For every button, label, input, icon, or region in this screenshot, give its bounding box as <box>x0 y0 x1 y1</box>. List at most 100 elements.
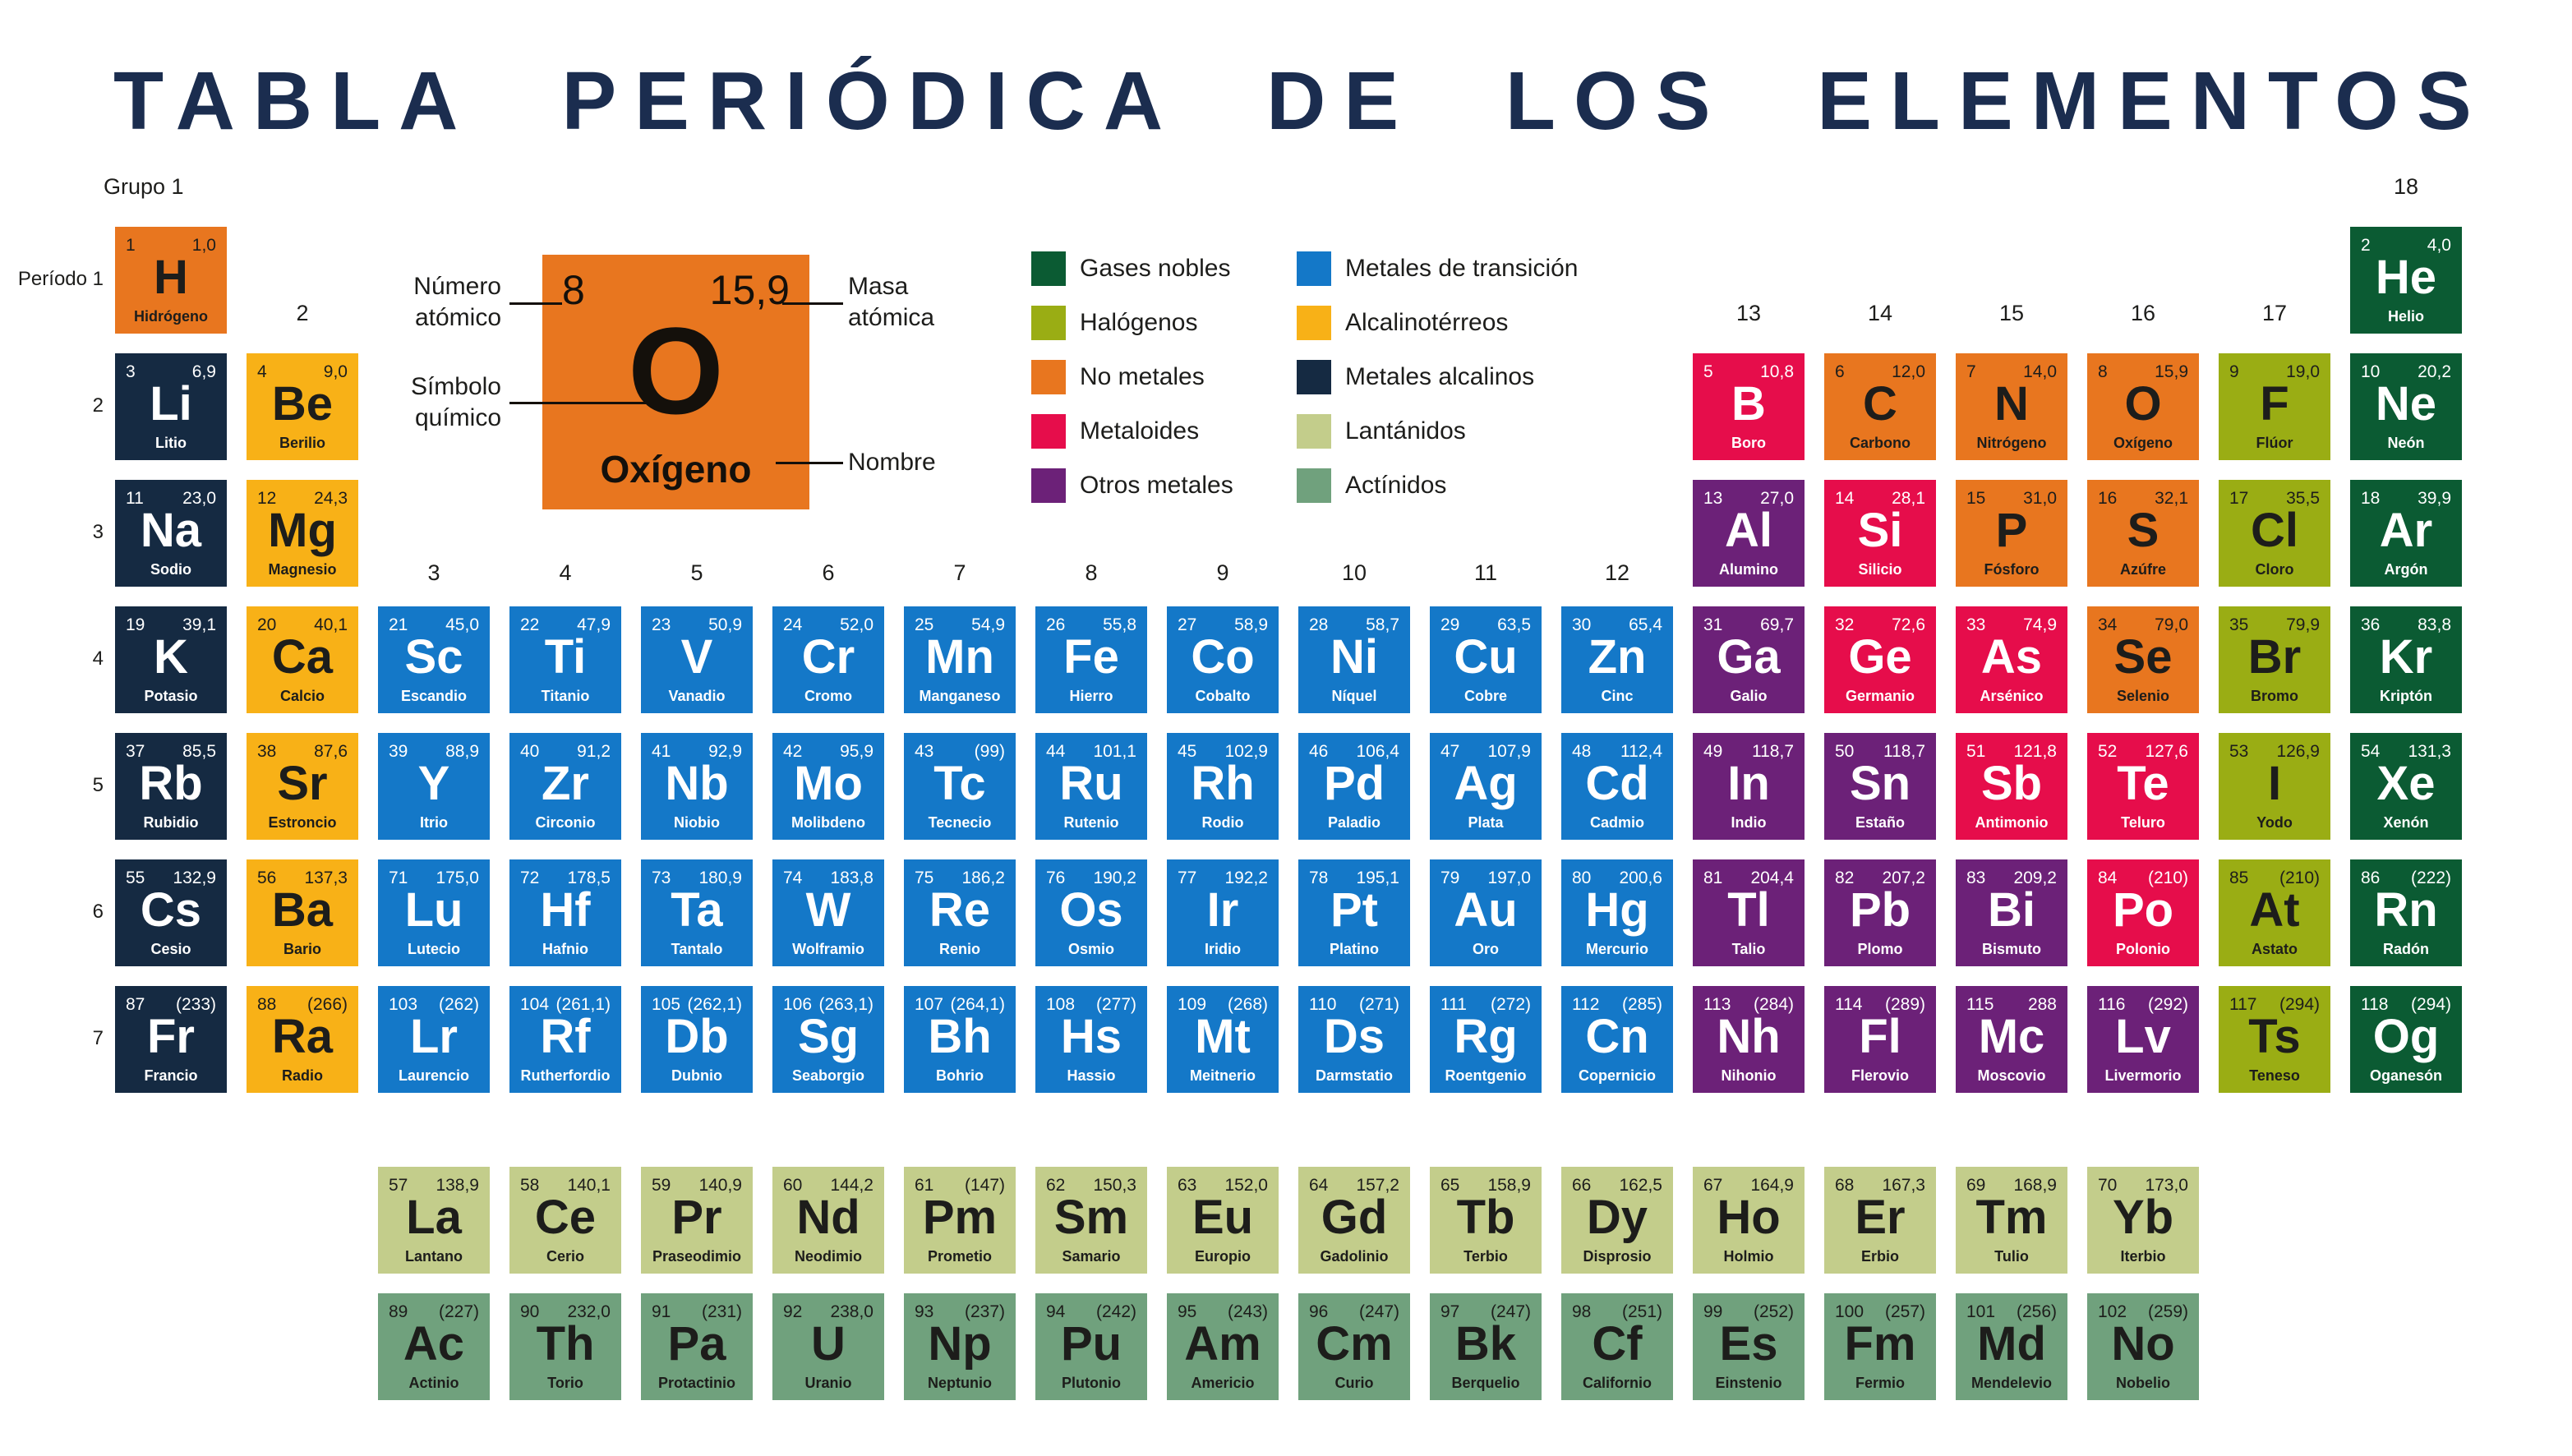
element-symbol: Rf <box>540 1010 591 1063</box>
element-name: Molibdeno <box>791 814 865 831</box>
element-name: Rutenio <box>1063 814 1119 831</box>
atomic-number: 18 <box>2361 489 2381 508</box>
element-name: Selenio <box>2116 688 2170 704</box>
atomic-mass: (277) <box>1095 995 1136 1014</box>
element-cell-la: 57 138,9 La Lantano <box>378 1167 490 1274</box>
atomic-mass: 14,0 <box>2023 362 2057 381</box>
atomic-number: 46 <box>1309 742 1329 761</box>
element-cell-sr: 38 87,6 Sr Estroncio <box>247 733 358 840</box>
element-name: Osmio <box>1067 941 1114 957</box>
element-cell-mg: 12 24,3 Mg Magnesio <box>247 480 358 587</box>
atomic-number: 81 <box>1703 869 1723 887</box>
element-name: Oxígeno <box>2113 435 2173 451</box>
element-cell-hs: 108 (277) Hs Hassio <box>1035 986 1147 1093</box>
element-cell-ra: 88 (266) Ra Radio <box>247 986 358 1093</box>
atomic-number: 70 <box>2098 1176 2118 1195</box>
element-symbol: Eu <box>1192 1191 1254 1244</box>
legend-swatch-nonmetal <box>1031 360 1066 394</box>
element-name: Renio <box>938 941 980 957</box>
atomic-mass: 52,0 <box>840 615 873 634</box>
atomic-number: 20 <box>257 615 277 634</box>
element-cell-be: 4 9,0 Be Berilio <box>247 353 358 460</box>
element-name: Darmstatio <box>1315 1067 1394 1084</box>
atomic-mass: 27,0 <box>1760 489 1794 508</box>
element-name: Rubidio <box>143 814 199 831</box>
element-cell-pb: 82 207,2 Pb Plomo <box>1824 859 1936 966</box>
element-symbol: Pm <box>922 1191 998 1244</box>
element-name: Wolframio <box>792 941 864 957</box>
element-name: Estroncio <box>268 814 337 831</box>
atomic-mass: 238,0 <box>830 1302 873 1321</box>
annotation-chemical-symbol: Símbolo químico <box>410 373 501 431</box>
element-name: Fósforo <box>1984 561 2040 578</box>
element-symbol: Cs <box>140 883 202 937</box>
element-symbol: Ir <box>1206 883 1239 937</box>
element-name: Radio <box>281 1067 323 1084</box>
atomic-mass: (294) <box>2410 995 2451 1014</box>
atomic-mass: 63,5 <box>1497 615 1531 634</box>
legend-label-metalloid: Metaloides <box>1080 417 1200 445</box>
element-symbol: Mn <box>925 630 994 684</box>
element-cell-pt: 78 195,1 Pt Platino <box>1298 859 1410 966</box>
atomic-mass: 6,9 <box>191 362 216 381</box>
element-cell-n: 7 14,0 N Nitrógeno <box>1956 353 2067 460</box>
element-name: Antimonio <box>1975 814 2049 831</box>
element-name: Dubnio <box>671 1067 722 1084</box>
element-symbol: Ne <box>2375 377 2437 431</box>
atomic-mass: 23,0 <box>182 489 216 508</box>
element-name: Iridio <box>1205 941 1241 957</box>
atomic-mass: 131,3 <box>2408 742 2451 761</box>
atomic-number: 36 <box>2361 615 2381 634</box>
element-name: Indio <box>1731 814 1767 831</box>
element-symbol: Al <box>1725 504 1772 557</box>
element-symbol: Ga <box>1717 630 1781 684</box>
atomic-mass: (262,1) <box>687 995 742 1014</box>
atomic-mass: 69,7 <box>1760 615 1794 634</box>
legend-item-halogen: Halógenos <box>1031 306 1233 340</box>
element-cell-pu: 94 (242) Pu Plutonio <box>1035 1293 1147 1400</box>
legend-label-transition: Metales de transición <box>1345 255 1579 282</box>
element-name: Plata <box>1468 814 1504 831</box>
element-name: Lutecio <box>407 941 460 957</box>
atomic-number: 95 <box>1178 1302 1197 1321</box>
atomic-mass: 168,9 <box>2013 1176 2057 1195</box>
atomic-number: 69 <box>1966 1176 1986 1195</box>
legend-swatch-noble <box>1031 251 1066 286</box>
atomic-number: 111 <box>1440 995 1467 1014</box>
element-name: Cinc <box>1601 688 1634 704</box>
atomic-mass: 178,5 <box>567 869 611 887</box>
atomic-mass: 50,9 <box>708 615 742 634</box>
element-symbol: Cn <box>1585 1010 1649 1063</box>
element-cell-f: 9 19,0 F Flúor <box>2219 353 2330 460</box>
atomic-number: 2 <box>2361 236 2371 255</box>
legend-label-alkali: Metales alcalinos <box>1345 363 1535 390</box>
atomic-number: 112 <box>1572 995 1600 1014</box>
element-cell-ru: 44 101,1 Ru Rutenio <box>1035 733 1147 840</box>
element-symbol: Pb <box>1849 883 1911 937</box>
legend-item-actinide: Actínidos <box>1297 468 1578 503</box>
element-symbol: At <box>2249 883 2300 937</box>
element-cell-rg: 111 (272) Rg Roentgenio <box>1430 986 1542 1093</box>
element-name: Praseodimio <box>652 1248 742 1265</box>
atomic-mass: 183,8 <box>830 869 873 887</box>
element-cell-lu: 71 175,0 Lu Lutecio <box>378 859 490 966</box>
atomic-mass: (262) <box>438 995 479 1014</box>
element-cell-nd: 60 144,2 Nd Neodimio <box>772 1167 884 1274</box>
legend-item-noble: Gases nobles <box>1031 251 1233 286</box>
element-name: Hassio <box>1067 1067 1116 1084</box>
atomic-mass: (284) <box>1753 995 1794 1014</box>
atomic-number: 87 <box>126 995 145 1014</box>
annotation-atomic-mass: Masa atómica <box>848 273 935 331</box>
element-cell-te: 52 127,6 Te Teluro <box>2087 733 2199 840</box>
atomic-number: 100 <box>1835 1302 1864 1321</box>
element-symbol: K <box>154 630 188 684</box>
atomic-mass: 164,9 <box>1750 1176 1794 1195</box>
element-cell-fm: 100 (257) Fm Fermio <box>1824 1293 1936 1400</box>
atomic-mass: 87,6 <box>314 742 348 761</box>
legend-item-lanthanide: Lantánidos <box>1297 414 1578 449</box>
atomic-mass: 175,0 <box>436 869 479 887</box>
atomic-number: 3 <box>126 362 136 381</box>
example-element-card: 8 15,9 O Oxígeno <box>542 255 809 509</box>
example-name: Oxígeno <box>600 448 752 491</box>
element-name: Einstenio <box>1715 1375 1782 1391</box>
